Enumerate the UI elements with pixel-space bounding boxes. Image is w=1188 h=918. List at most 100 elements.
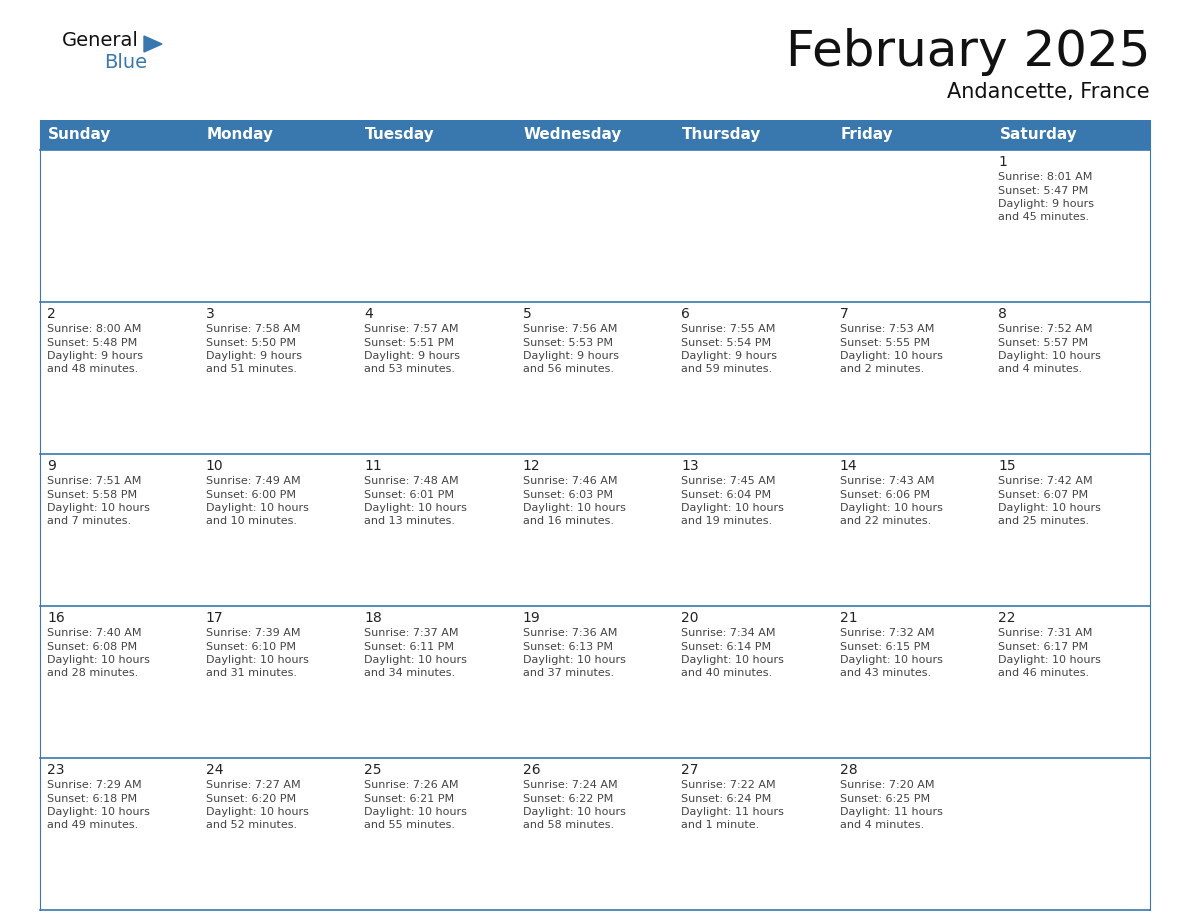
Text: Daylight: 10 hours: Daylight: 10 hours [365,807,467,817]
Text: Sunset: 6:15 PM: Sunset: 6:15 PM [840,642,930,652]
Text: and 56 minutes.: and 56 minutes. [523,364,614,375]
Text: Sunset: 6:08 PM: Sunset: 6:08 PM [48,642,137,652]
Text: 4: 4 [365,307,373,321]
Text: Sunrise: 7:31 AM: Sunrise: 7:31 AM [998,628,1093,638]
Text: and 1 minute.: and 1 minute. [681,821,759,831]
Text: and 19 minutes.: and 19 minutes. [681,517,772,527]
Text: 19: 19 [523,611,541,625]
Text: and 34 minutes.: and 34 minutes. [365,668,455,678]
Text: Sunset: 6:24 PM: Sunset: 6:24 PM [681,793,771,803]
FancyBboxPatch shape [198,758,358,910]
FancyBboxPatch shape [675,758,833,910]
FancyBboxPatch shape [992,454,1150,606]
FancyBboxPatch shape [358,606,516,758]
Text: Sunset: 6:21 PM: Sunset: 6:21 PM [365,793,454,803]
FancyBboxPatch shape [358,150,516,302]
Text: Sunrise: 7:53 AM: Sunrise: 7:53 AM [840,324,934,334]
Text: Sunset: 5:50 PM: Sunset: 5:50 PM [206,338,296,348]
Text: Sunrise: 7:43 AM: Sunrise: 7:43 AM [840,476,934,486]
Text: Daylight: 10 hours: Daylight: 10 hours [523,503,626,513]
Text: and 4 minutes.: and 4 minutes. [840,821,924,831]
Text: Daylight: 10 hours: Daylight: 10 hours [365,503,467,513]
FancyBboxPatch shape [198,302,358,454]
Text: 16: 16 [48,611,65,625]
Text: Sunrise: 7:20 AM: Sunrise: 7:20 AM [840,780,934,790]
Text: Sunset: 5:57 PM: Sunset: 5:57 PM [998,338,1088,348]
Text: Sunrise: 7:52 AM: Sunrise: 7:52 AM [998,324,1093,334]
Text: Sunset: 6:10 PM: Sunset: 6:10 PM [206,642,296,652]
FancyBboxPatch shape [40,758,198,910]
Text: 15: 15 [998,459,1016,473]
Text: and 55 minutes.: and 55 minutes. [365,821,455,831]
Text: and 25 minutes.: and 25 minutes. [998,517,1089,527]
Text: Sunset: 6:06 PM: Sunset: 6:06 PM [840,489,930,499]
Text: Sunset: 6:18 PM: Sunset: 6:18 PM [48,793,137,803]
Text: Sunset: 5:47 PM: Sunset: 5:47 PM [998,185,1088,196]
Text: Sunset: 6:00 PM: Sunset: 6:00 PM [206,489,296,499]
Text: Sunrise: 7:58 AM: Sunrise: 7:58 AM [206,324,301,334]
Text: Sunrise: 7:48 AM: Sunrise: 7:48 AM [365,476,459,486]
Text: February 2025: February 2025 [785,28,1150,76]
Text: Sunrise: 7:29 AM: Sunrise: 7:29 AM [48,780,141,790]
Text: Sunrise: 7:27 AM: Sunrise: 7:27 AM [206,780,301,790]
Text: Daylight: 10 hours: Daylight: 10 hours [998,503,1101,513]
Text: 22: 22 [998,611,1016,625]
Text: Monday: Monday [207,128,273,142]
Text: Sunset: 5:48 PM: Sunset: 5:48 PM [48,338,138,348]
Text: Daylight: 10 hours: Daylight: 10 hours [840,655,943,665]
Text: Daylight: 10 hours: Daylight: 10 hours [206,503,309,513]
FancyBboxPatch shape [40,150,198,302]
Text: Daylight: 10 hours: Daylight: 10 hours [48,807,150,817]
Text: Sunrise: 7:46 AM: Sunrise: 7:46 AM [523,476,618,486]
Text: Sunrise: 7:37 AM: Sunrise: 7:37 AM [365,628,459,638]
Text: Sunrise: 7:57 AM: Sunrise: 7:57 AM [365,324,459,334]
Text: Sunset: 5:58 PM: Sunset: 5:58 PM [48,489,137,499]
Text: Daylight: 10 hours: Daylight: 10 hours [840,351,943,361]
Text: and 49 minutes.: and 49 minutes. [48,821,138,831]
Text: and 43 minutes.: and 43 minutes. [840,668,931,678]
Text: Sunrise: 8:01 AM: Sunrise: 8:01 AM [998,172,1093,182]
FancyBboxPatch shape [198,606,358,758]
Text: and 40 minutes.: and 40 minutes. [681,668,772,678]
Text: Saturday: Saturday [999,128,1078,142]
Text: 8: 8 [998,307,1007,321]
FancyBboxPatch shape [198,454,358,606]
Text: Daylight: 11 hours: Daylight: 11 hours [840,807,943,817]
Text: 20: 20 [681,611,699,625]
Text: Daylight: 10 hours: Daylight: 10 hours [48,503,150,513]
Text: Daylight: 10 hours: Daylight: 10 hours [523,807,626,817]
Polygon shape [144,36,162,52]
Text: Sunrise: 7:34 AM: Sunrise: 7:34 AM [681,628,776,638]
Text: 7: 7 [840,307,848,321]
Text: Daylight: 10 hours: Daylight: 10 hours [998,655,1101,665]
Text: Daylight: 11 hours: Daylight: 11 hours [681,807,784,817]
FancyBboxPatch shape [516,302,675,454]
Text: and 45 minutes.: and 45 minutes. [998,212,1089,222]
FancyBboxPatch shape [358,454,516,606]
Text: 11: 11 [365,459,381,473]
FancyBboxPatch shape [675,150,833,302]
Text: Andancette, France: Andancette, France [947,82,1150,102]
FancyBboxPatch shape [675,606,833,758]
FancyBboxPatch shape [833,150,992,302]
Text: 9: 9 [48,459,56,473]
Text: and 48 minutes.: and 48 minutes. [48,364,138,375]
Text: 5: 5 [523,307,531,321]
Text: 27: 27 [681,763,699,777]
Text: Tuesday: Tuesday [365,128,435,142]
Text: and 51 minutes.: and 51 minutes. [206,364,297,375]
Text: Daylight: 10 hours: Daylight: 10 hours [681,503,784,513]
Text: and 37 minutes.: and 37 minutes. [523,668,614,678]
Text: Daylight: 10 hours: Daylight: 10 hours [681,655,784,665]
Text: Sunset: 6:25 PM: Sunset: 6:25 PM [840,793,930,803]
Text: Sunrise: 7:22 AM: Sunrise: 7:22 AM [681,780,776,790]
Text: and 7 minutes.: and 7 minutes. [48,517,131,527]
Text: 28: 28 [840,763,858,777]
Text: and 16 minutes.: and 16 minutes. [523,517,614,527]
Text: Sunrise: 7:40 AM: Sunrise: 7:40 AM [48,628,141,638]
Text: Daylight: 10 hours: Daylight: 10 hours [840,503,943,513]
FancyBboxPatch shape [833,302,992,454]
FancyBboxPatch shape [198,150,358,302]
Text: Daylight: 10 hours: Daylight: 10 hours [365,655,467,665]
Text: Daylight: 9 hours: Daylight: 9 hours [998,199,1094,209]
